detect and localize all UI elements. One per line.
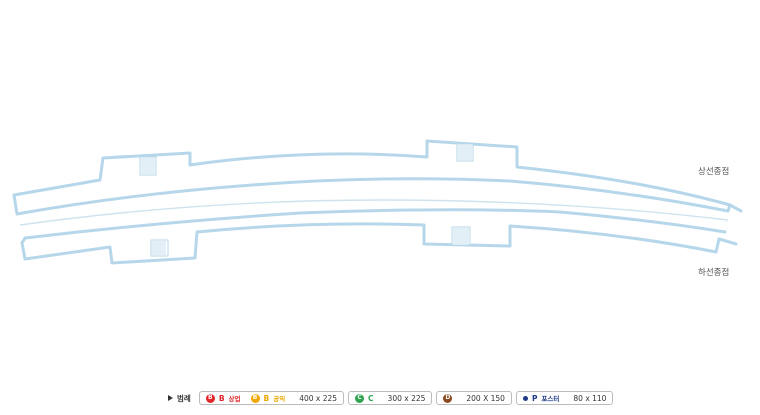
up-line-terminal-label: 상선종점: [698, 167, 730, 177]
legend-group-b: B B 상업 B B 공익 400 x 225: [198, 391, 345, 405]
legend-title-text: 범례: [177, 393, 191, 403]
legend-group-p: P 포스터 80 x 110: [515, 391, 614, 405]
poster-dot-icon: [522, 395, 528, 401]
badge-d-icon: D: [443, 393, 453, 403]
legend-sub: 공익: [273, 395, 286, 403]
legend-size: 200 X 150: [466, 393, 505, 403]
legend-sub: 포스터: [541, 395, 560, 403]
legend-code: C: [368, 393, 374, 403]
legend-code: B: [263, 393, 270, 403]
lower-platform-outer-wall: [20, 222, 738, 265]
stair-upper-left: [139, 156, 157, 176]
down-line-terminal-label: 하선종점: [698, 268, 730, 278]
lower-platform-end-left: [20, 236, 27, 245]
upper-platform-outer-wall: [12, 139, 743, 213]
legend-title: 범례: [168, 393, 191, 404]
badge-b-public-icon: B: [250, 393, 260, 403]
legend-code: P: [531, 393, 538, 403]
badge-b-commercial-icon: B: [205, 393, 215, 403]
legend-code: B: [218, 393, 225, 403]
legend-size: 300 x 225: [387, 393, 426, 403]
legend: 범례 B B 상업 B B 공익 400 x 225 C C 300 x 225…: [168, 390, 614, 406]
legend-size: 80 x 110: [573, 393, 607, 403]
stair-lower-left: [150, 239, 169, 257]
legend-group-d: D 200 X 150: [436, 391, 512, 405]
lower-platform-track-edge: [23, 208, 727, 240]
legend-group-c: C C 300 x 225: [348, 391, 433, 405]
triangle-right-icon: [168, 395, 173, 401]
stair-upper-right: [456, 143, 474, 162]
upper-platform-end-right: [726, 203, 732, 213]
stair-lower-right: [451, 226, 471, 246]
upper-platform-track-edge: [15, 177, 730, 216]
legend-sub: 상업: [228, 395, 241, 403]
upper-platform-end-left: [12, 193, 19, 216]
legend-size: 400 x 225: [299, 393, 338, 403]
badge-c-icon: C: [355, 393, 365, 403]
track-centerline: [19, 199, 729, 226]
